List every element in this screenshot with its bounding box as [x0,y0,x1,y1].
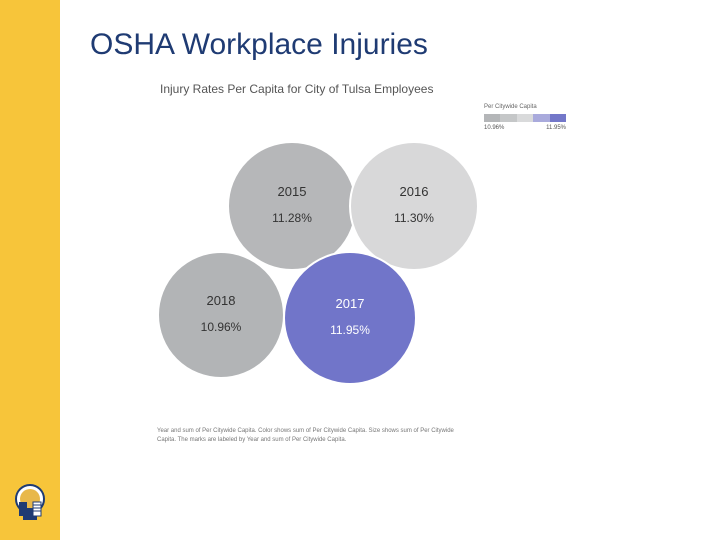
color-legend: Per Citywide Capita 10.96% 11.95% [484,104,567,131]
chart-title: Injury Rates Per Capita for City of Tuls… [160,82,434,96]
legend-swatch [533,114,550,122]
bubble-value-label: 11.95% [330,323,370,337]
bubble-year-label: 2018 [207,293,236,308]
bubble-2015: 2015 11.28% [227,141,357,271]
bubble-year-label: 2016 [400,184,429,199]
slide-title: OSHA Workplace Injuries [90,28,428,61]
city-seal-logo [15,484,45,520]
bubble-2017: 2017 11.95% [283,251,417,385]
bubble-mark [157,251,285,379]
legend-max-label: 11.95% [546,125,566,131]
bubble-value-label: 11.28% [272,211,312,225]
chart-caption: Year and sum of Per Citywide Capita. Col… [157,428,454,443]
legend-title: Per Citywide Capita [484,104,537,110]
legend-swatch [549,114,567,122]
bubble-value-label: 11.30% [394,211,434,225]
bubble-value-label: 10.96% [201,320,242,334]
bubble-year-label: 2015 [278,184,307,199]
sidebar-band [0,0,60,540]
bubble-2016: 2016 11.30% [349,141,479,271]
legend-min-label: 10.96% [484,125,505,131]
legend-swatch [516,114,534,122]
bubble-mark [349,141,479,271]
legend-swatch [500,114,517,122]
bubble-2018: 2018 10.96% [157,251,285,379]
bubble-mark [227,141,357,271]
legend-color-ramp [484,114,567,122]
bubble-mark [283,251,417,385]
bubble-year-label: 2017 [336,296,365,311]
legend-swatch [484,114,501,122]
bubble-chart: 2015 11.28% 2016 11.30% 2018 10.96% 2017 11.95% [157,141,479,385]
